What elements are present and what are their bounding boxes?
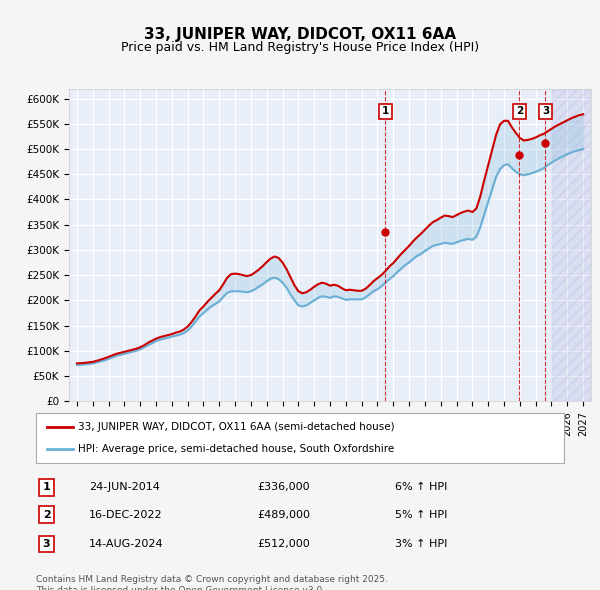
HPI: Average price, semi-detached house, South Oxfordshire: (2.02e+03, 3.26e+05): Average price, semi-detached house, Sout… bbox=[473, 233, 480, 240]
33, JUNIPER WAY, DIDCOT, OX11 6AA (semi-detached house) bbox=[374, 274, 381, 281]
Text: 2: 2 bbox=[516, 106, 523, 116]
33, JUNIPER WAY, DIDCOT, OX11 6AA (semi-detached house) bbox=[97, 356, 104, 363]
Text: 3% ↑ HPI: 3% ↑ HPI bbox=[395, 539, 448, 549]
Text: 14-AUG-2024: 14-AUG-2024 bbox=[89, 539, 163, 549]
Text: 3: 3 bbox=[43, 539, 50, 549]
Text: 1: 1 bbox=[43, 483, 50, 492]
33, JUNIPER WAY, DIDCOT, OX11 6AA (semi-detached house) bbox=[73, 360, 80, 367]
33, JUNIPER WAY, DIDCOT, OX11 6AA (semi-detached house) bbox=[516, 135, 523, 142]
Text: 33, JUNIPER WAY, DIDCOT, OX11 6AA (semi-detached house): 33, JUNIPER WAY, DIDCOT, OX11 6AA (semi-… bbox=[78, 422, 395, 432]
Text: 24-JUN-2014: 24-JUN-2014 bbox=[89, 483, 160, 492]
HPI: Average price, semi-detached house, South Oxfordshire: (2e+03, 1.93e+05): Average price, semi-detached house, Sout… bbox=[212, 300, 219, 307]
Text: 6% ↑ HPI: 6% ↑ HPI bbox=[395, 483, 448, 492]
HPI: Average price, semi-detached house, South Oxfordshire: (2.01e+03, 2.04e+05): Average price, semi-detached house, Sout… bbox=[338, 295, 346, 302]
HPI: Average price, semi-detached house, South Oxfordshire: (2e+03, 7.2e+04): Average price, semi-detached house, Sout… bbox=[73, 361, 80, 368]
Line: HPI: Average price, semi-detached house, South Oxfordshire: HPI: Average price, semi-detached house,… bbox=[77, 149, 583, 365]
HPI: Average price, semi-detached house, South Oxfordshire: (2.01e+03, 2.22e+05): Average price, semi-detached house, Sout… bbox=[374, 286, 381, 293]
Text: 2: 2 bbox=[43, 510, 50, 520]
Text: 16-DEC-2022: 16-DEC-2022 bbox=[89, 510, 163, 520]
33, JUNIPER WAY, DIDCOT, OX11 6AA (semi-detached house) bbox=[338, 285, 346, 292]
33, JUNIPER WAY, DIDCOT, OX11 6AA (semi-detached house) bbox=[580, 111, 587, 118]
Line: 33, JUNIPER WAY, DIDCOT, OX11 6AA (semi-detached house): 33, JUNIPER WAY, DIDCOT, OX11 6AA (semi-… bbox=[77, 114, 583, 363]
Text: £512,000: £512,000 bbox=[258, 539, 311, 549]
HPI: Average price, semi-detached house, South Oxfordshire: (2.03e+03, 5e+05): Average price, semi-detached house, Sout… bbox=[580, 146, 587, 153]
Text: Contains HM Land Registry data © Crown copyright and database right 2025.
This d: Contains HM Land Registry data © Crown c… bbox=[36, 575, 388, 590]
Text: £489,000: £489,000 bbox=[258, 510, 311, 520]
Text: 5% ↑ HPI: 5% ↑ HPI bbox=[395, 510, 448, 520]
33, JUNIPER WAY, DIDCOT, OX11 6AA (semi-detached house) bbox=[212, 290, 219, 297]
Text: Price paid vs. HM Land Registry's House Price Index (HPI): Price paid vs. HM Land Registry's House … bbox=[121, 41, 479, 54]
HPI: Average price, semi-detached house, South Oxfordshire: (2e+03, 7.9e+04): Average price, semi-detached house, Sout… bbox=[97, 358, 104, 365]
HPI: Average price, semi-detached house, South Oxfordshire: (2.02e+03, 4.5e+05): Average price, semi-detached house, Sout… bbox=[516, 171, 523, 178]
Text: 3: 3 bbox=[542, 106, 549, 116]
FancyBboxPatch shape bbox=[36, 413, 564, 463]
Text: 33, JUNIPER WAY, DIDCOT, OX11 6AA: 33, JUNIPER WAY, DIDCOT, OX11 6AA bbox=[144, 27, 456, 41]
33, JUNIPER WAY, DIDCOT, OX11 6AA (semi-detached house) bbox=[473, 205, 480, 212]
Text: 1: 1 bbox=[382, 106, 389, 116]
Text: HPI: Average price, semi-detached house, South Oxfordshire: HPI: Average price, semi-detached house,… bbox=[78, 444, 394, 454]
Text: £336,000: £336,000 bbox=[258, 483, 310, 492]
Bar bbox=[551, 88, 591, 401]
